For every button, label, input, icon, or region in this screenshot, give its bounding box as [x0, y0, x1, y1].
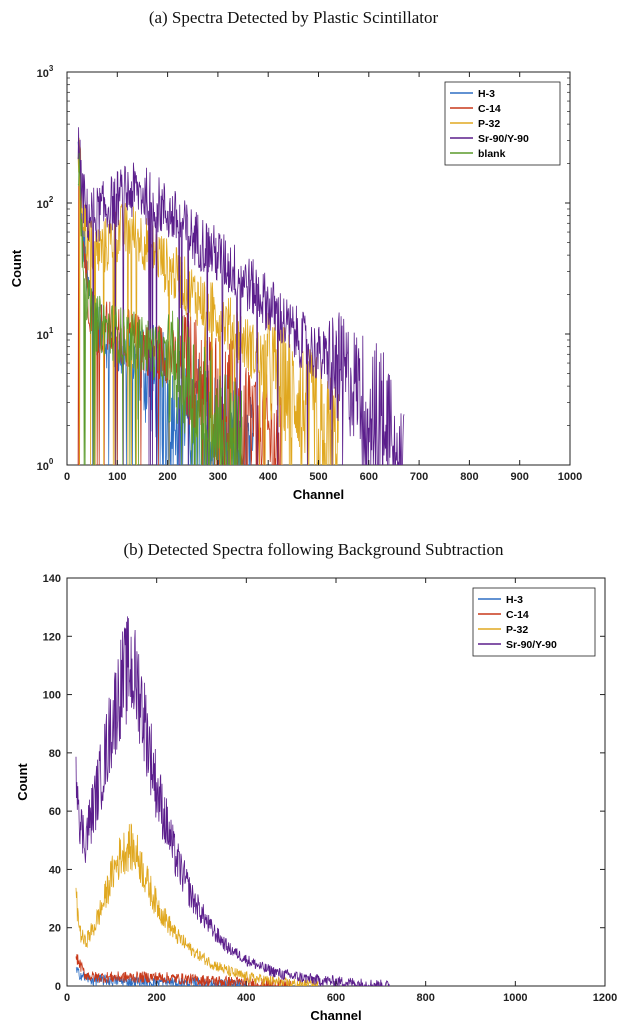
- x-tick-label: 0: [64, 992, 70, 1004]
- y-axis-label: Count: [15, 763, 30, 801]
- x-tick-label: 0: [64, 471, 70, 483]
- x-tick-label: 700: [410, 471, 428, 483]
- x-tick-label: 800: [460, 471, 478, 483]
- y-tick-label: 120: [43, 631, 61, 643]
- chart-a: 0 100 200 300 400 500 600 700 800 900 1000 100 101 10…: [9, 64, 582, 502]
- x-tick-label: 200: [158, 471, 176, 483]
- x-tick-label: 400: [259, 471, 277, 483]
- y-axis-label: Count: [9, 249, 24, 287]
- legend-label: H-3: [506, 594, 523, 606]
- x-tick-label: 100: [108, 471, 126, 483]
- y-tick-label: 101: [37, 326, 54, 342]
- x-axis-label: Channel: [293, 487, 344, 502]
- x-tick-label: 1200: [593, 992, 617, 1004]
- y-tick-label: 20: [49, 923, 61, 935]
- x-tick-label: 900: [511, 471, 529, 483]
- y-tick-label: 100: [37, 457, 54, 473]
- legend-label: blank: [478, 148, 506, 160]
- y-tick-label: 0: [55, 981, 61, 993]
- y-tick-label: 60: [49, 806, 61, 818]
- y-tick-label: 140: [43, 573, 61, 585]
- x-tick-label: 800: [416, 992, 434, 1004]
- legend-label: Sr-90/Y-90: [506, 639, 557, 651]
- y-tick-label: 103: [37, 64, 54, 80]
- legend-label: C-14: [506, 609, 529, 621]
- x-tick-label: 600: [360, 471, 378, 483]
- legend-label: Sr-90/Y-90: [478, 133, 529, 145]
- y-tick-label: 80: [49, 748, 61, 760]
- x-tick-label: 600: [327, 992, 345, 1004]
- x-tick-label: 1000: [558, 471, 582, 483]
- x-tick-label: 1000: [503, 992, 527, 1004]
- x-tick-label: 200: [147, 992, 165, 1004]
- legend-label: C-14: [478, 103, 501, 115]
- x-axis-label: Channel: [310, 1008, 361, 1023]
- legend: H-3 C-14 P-32 Sr-90/Y-90: [473, 588, 595, 656]
- legend: H-3 C-14 P-32 Sr-90/Y-90 blank: [445, 82, 560, 165]
- x-tick-label: 400: [237, 992, 255, 1004]
- legend-label: P-32: [506, 624, 528, 636]
- x-tick-label: 500: [309, 471, 327, 483]
- y-tick-label: 100: [43, 690, 61, 702]
- chart-b: 0 200 400 600 800 1000 1200 0 20 40 60 80 100 120 140 C…: [15, 573, 617, 1023]
- x-tick-label: 300: [209, 471, 227, 483]
- y-tick-label: 102: [37, 195, 54, 211]
- legend-label: P-32: [478, 118, 500, 130]
- legend-label: H-3: [478, 88, 495, 100]
- y-tick-label: 40: [49, 864, 61, 876]
